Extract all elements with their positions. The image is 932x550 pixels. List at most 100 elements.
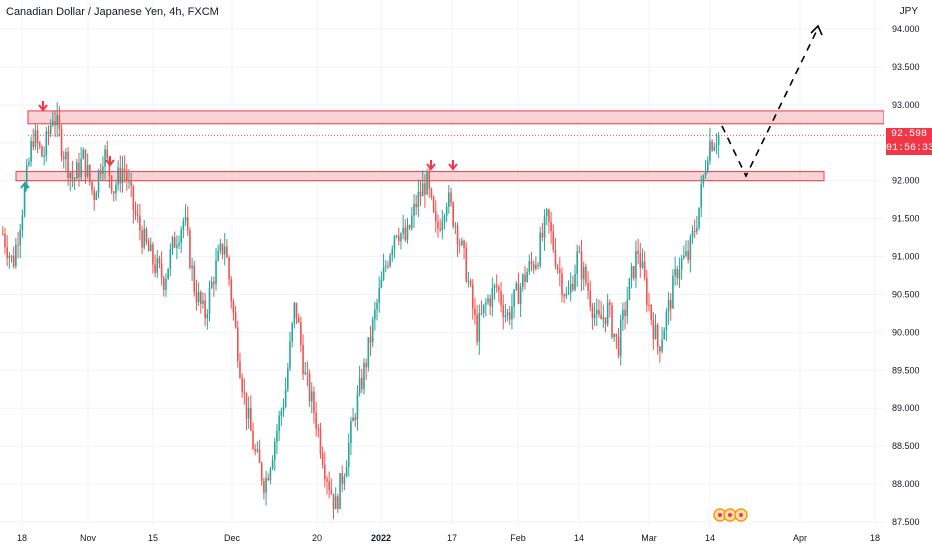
price-axis[interactable]: 94.00093.50093.00092.50092.00091.50091.0… (884, 0, 932, 550)
candle-up (86, 164, 89, 177)
candle-up (717, 134, 720, 146)
candle-up (343, 476, 346, 484)
candle-down (637, 250, 639, 254)
candle-up (485, 302, 487, 305)
candle-down (234, 312, 237, 328)
candle-up (104, 149, 106, 167)
candle-down (711, 141, 713, 151)
candle-down (550, 221, 552, 232)
candle-down (108, 158, 111, 176)
candle-down (604, 317, 607, 325)
candle-down (332, 493, 335, 510)
candle-down (152, 244, 154, 265)
candle-down (250, 408, 252, 431)
candle-down (78, 162, 80, 178)
candle-down (139, 215, 141, 231)
candle-down (600, 314, 602, 320)
candle-down (10, 255, 13, 257)
candle-down (54, 121, 56, 126)
up-arrow-marker (20, 181, 30, 192)
price-tick-label: 89.000 (892, 403, 920, 413)
candle-down (313, 391, 315, 413)
candle-down (154, 264, 156, 273)
candle-down (263, 481, 265, 493)
event-icon-dot (728, 513, 732, 517)
candle-down (93, 190, 95, 201)
candle-up (574, 274, 576, 290)
time-tick-label: 20 (312, 533, 322, 543)
candle-up (709, 141, 711, 161)
candle-down (452, 202, 454, 227)
down-arrow-marker (38, 101, 48, 112)
candle-up (143, 228, 146, 248)
candle-down (134, 210, 137, 215)
candle-down (498, 286, 500, 292)
candle-up (25, 165, 28, 189)
candle-up (715, 145, 718, 147)
candle-down (589, 290, 592, 307)
candle-up (271, 459, 274, 469)
candle-up (15, 244, 17, 267)
price-tick-label: 91.000 (892, 252, 920, 262)
candle-down (646, 277, 648, 305)
candle-down (408, 225, 411, 229)
candle-up (43, 155, 45, 157)
candle-down (84, 149, 87, 177)
candle-down (530, 261, 533, 264)
candle-up (197, 291, 200, 303)
down-arrow-marker (105, 156, 115, 167)
candle-down (60, 129, 63, 157)
candle-up (8, 255, 11, 259)
zones-layer (15, 110, 885, 182)
candle-down (419, 191, 422, 197)
candle-up (426, 172, 428, 195)
candle-down (561, 273, 563, 295)
candle-up (149, 244, 152, 252)
candle-up (280, 411, 283, 416)
candle-down (199, 291, 202, 304)
candle-up (593, 313, 596, 318)
overlays-layer (20, 24, 884, 522)
candle-up (75, 162, 78, 179)
candle-down (365, 362, 367, 368)
candle-down (548, 209, 550, 222)
candle-down (132, 185, 135, 211)
candle-up (400, 233, 402, 242)
candle-down (89, 164, 91, 183)
candle-down (617, 336, 620, 356)
candle-up (628, 278, 631, 300)
candle-up (273, 441, 276, 460)
candle-down (652, 319, 655, 339)
grid-lines (0, 0, 884, 526)
candle-up (282, 406, 285, 412)
candle-up (606, 302, 609, 325)
down-arrow-marker (448, 160, 458, 171)
price-tick-label: 91.500 (892, 214, 920, 224)
candle-down (232, 301, 235, 313)
candle-up (358, 377, 361, 394)
candle-down (624, 309, 626, 316)
candle-up (23, 188, 26, 216)
price-tick-label: 94.000 (892, 24, 920, 34)
time-axis[interactable]: 18 Nov 15 Dec 20 2022 17 Feb 14 Mar 14 Apr 18 (0, 526, 884, 550)
candle-down (532, 263, 535, 269)
candle-up (102, 166, 104, 174)
candle-down (361, 377, 363, 390)
time-tick-label: 17 (447, 533, 457, 543)
candle-up (367, 337, 370, 368)
candle-up (128, 181, 130, 183)
candle-up (334, 496, 337, 510)
price-tick-label: 87.500 (892, 517, 920, 527)
price-axis-bg (884, 0, 932, 550)
candle-up (482, 304, 485, 314)
candle-up (287, 368, 289, 390)
candle-down (326, 478, 328, 482)
candle-down (189, 230, 191, 268)
candles-layer (2, 102, 720, 520)
candle-up (291, 323, 293, 342)
candle-up (602, 317, 605, 320)
time-tick-label: 18 (17, 533, 27, 543)
countdown-badge: 01:56:33 (886, 142, 932, 156)
candle-up (219, 243, 222, 251)
